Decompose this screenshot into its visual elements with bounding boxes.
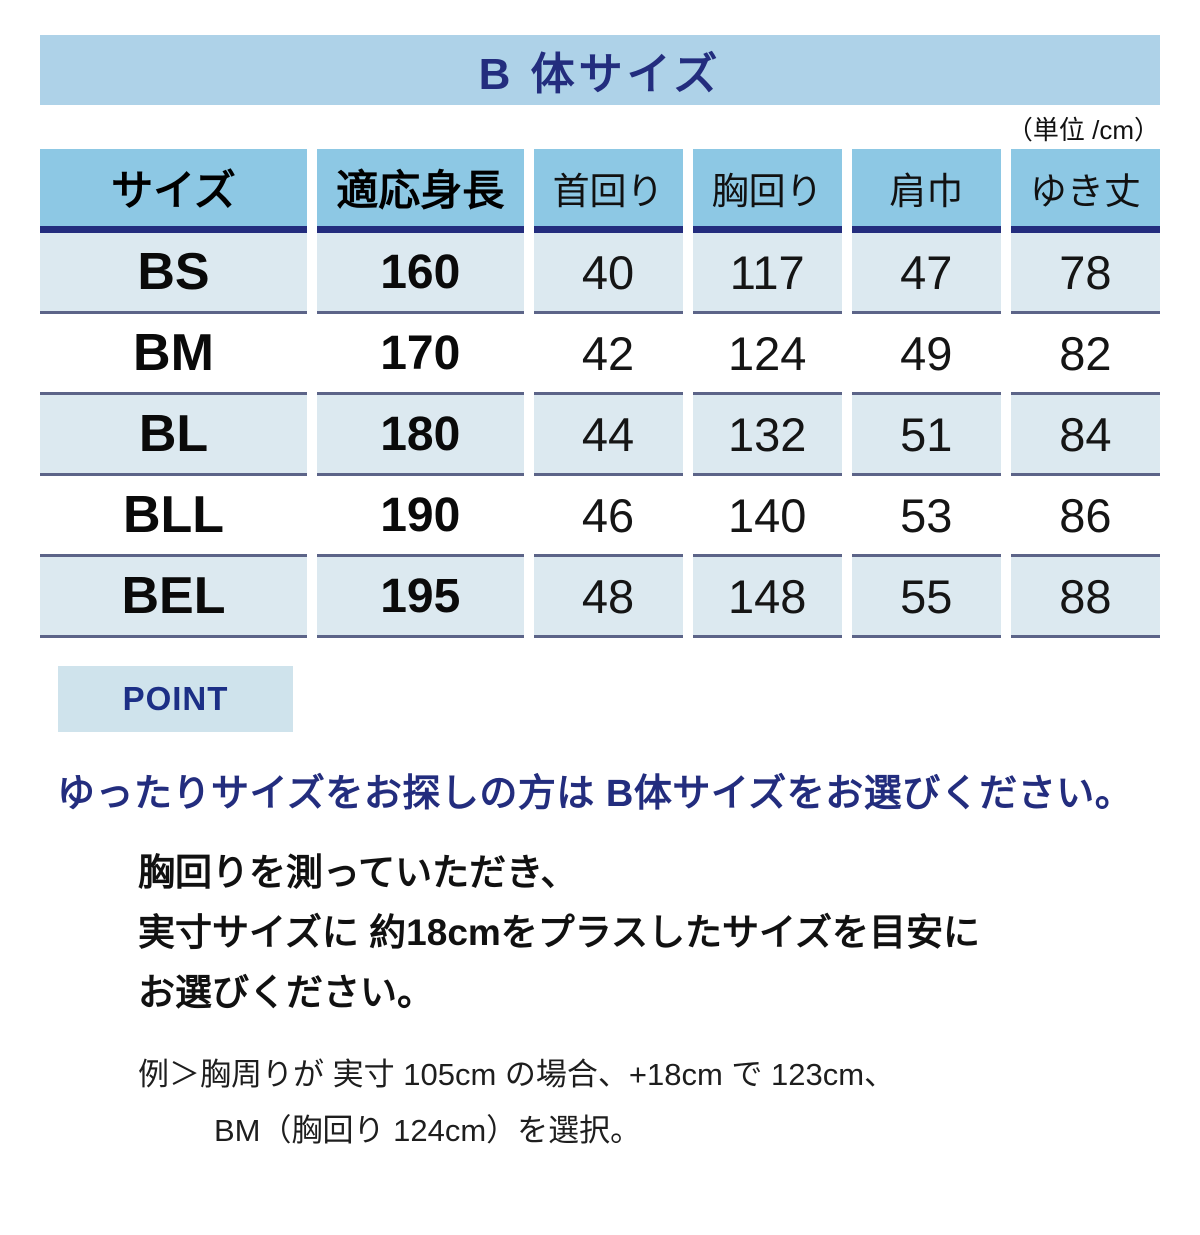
point-badge: POINT [58, 666, 293, 732]
table-header-row: サイズ 適応身長 首回り 胸回り 肩巾 ゆき丈 [40, 149, 1160, 233]
table-row-bs: BS 160 40 117 47 78 [40, 233, 1160, 314]
unit-label: （単位 /cm） [1006, 115, 1160, 145]
chest-cell: 117 [692, 233, 842, 314]
size-table: サイズ 適応身長 首回り 胸回り 肩巾 ゆき丈 BS 160 40 117 47… [30, 149, 1170, 638]
neck-cell: 40 [533, 233, 683, 314]
size-cell: BEL [40, 557, 307, 638]
chest-cell: 132 [692, 395, 842, 476]
sleeve-cell: 86 [1010, 476, 1160, 557]
sleeve-cell: 82 [1010, 314, 1160, 395]
height-cell: 160 [316, 233, 524, 314]
neck-cell: 44 [533, 395, 683, 476]
shoulder-cell: 49 [851, 314, 1001, 395]
height-cell: 180 [316, 395, 524, 476]
height-cell: 170 [316, 314, 524, 395]
headline: ゆったりサイズをお探しの方は B体サイズをお選びください。 [57, 773, 1134, 815]
height-cell: 190 [316, 476, 524, 557]
example-line: BM（胸回り 124cm）を選択。 [214, 1113, 642, 1148]
page-title: B 体サイズ [478, 50, 722, 99]
table-row-bm: BM 170 42 124 49 82 [40, 314, 1160, 395]
sleeve-cell: 78 [1010, 233, 1160, 314]
shoulder-cell: 55 [851, 557, 1001, 638]
body-line: 実寸サイズに 約18cmをプラスしたサイズを目安に [138, 912, 980, 953]
shoulder-cell: 51 [851, 395, 1001, 476]
title-bar: B 体サイズ [40, 35, 1160, 105]
body-line: お選びください。 [138, 972, 434, 1013]
example-text: 例＞胸周りが 実寸 105cm の場合、+18cm で 123cm、 BM（胸回… [138, 1047, 1200, 1159]
neck-cell: 46 [533, 476, 683, 557]
column-header-shoulder: 肩巾 [851, 149, 1001, 233]
size-cell: BM [40, 314, 307, 395]
neck-cell: 42 [533, 314, 683, 395]
shoulder-cell: 47 [851, 233, 1001, 314]
size-cell: BS [40, 233, 307, 314]
column-header-height: 適応身長 [316, 149, 524, 233]
table-row-bl: BL 180 44 132 51 84 [40, 395, 1160, 476]
size-cell: BLL [40, 476, 307, 557]
column-header-sleeve: ゆき丈 [1010, 149, 1160, 233]
table-row-bll: BLL 190 46 140 53 86 [40, 476, 1160, 557]
neck-cell: 48 [533, 557, 683, 638]
chest-cell: 140 [692, 476, 842, 557]
chest-cell: 124 [692, 314, 842, 395]
sleeve-cell: 88 [1010, 557, 1160, 638]
size-cell: BL [40, 395, 307, 476]
height-cell: 195 [316, 557, 524, 638]
body-line: 胸回りを測っていただき、 [138, 852, 578, 893]
chest-cell: 148 [692, 557, 842, 638]
body-text: 胸回りを測っていただき、 実寸サイズに 約18cmをプラスしたサイズを目安に お… [138, 843, 1200, 1023]
column-header-neck: 首回り [533, 149, 683, 233]
column-header-chest: 胸回り [692, 149, 842, 233]
shoulder-cell: 53 [851, 476, 1001, 557]
table-row-bel: BEL 195 48 148 55 88 [40, 557, 1160, 638]
example-line: 例＞胸周りが 実寸 105cm の場合、+18cm で 123cm、 [138, 1057, 896, 1092]
column-header-size: サイズ [40, 149, 307, 233]
point-badge-label: POINT [122, 680, 229, 717]
size-chart-page: B 体サイズ （単位 /cm） サイズ 適応身長 首回り 胸回り 肩巾 ゆき丈 … [0, 35, 1200, 1159]
sleeve-cell: 84 [1010, 395, 1160, 476]
